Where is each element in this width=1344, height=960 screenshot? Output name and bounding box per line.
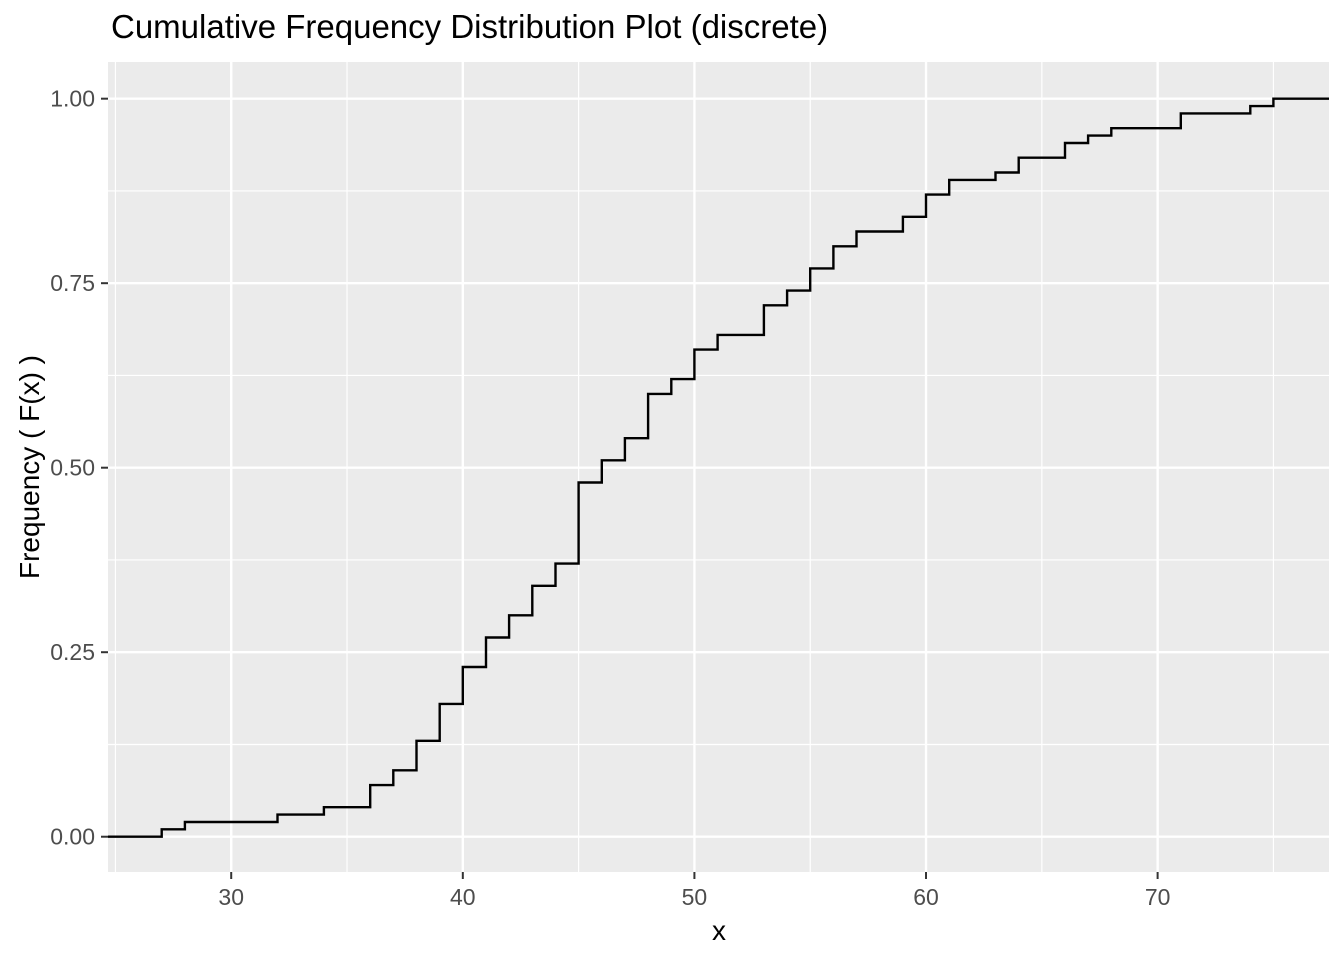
x-tick-label: 70 — [1145, 884, 1171, 910]
x-tick-label: 30 — [218, 884, 244, 910]
x-tick-label: 40 — [450, 884, 476, 910]
x-tick-label: 50 — [682, 884, 708, 910]
ecdf-step-line — [108, 97, 1329, 838]
x-tick-label: 60 — [913, 884, 939, 910]
y-tick-label: 0.75 — [50, 270, 95, 296]
x-axis-title: x — [712, 915, 726, 946]
y-tick-label: 0.50 — [50, 455, 95, 481]
chart-title: Cumulative Frequency Distribution Plot (… — [111, 8, 829, 45]
y-tick-label: 0.25 — [50, 639, 95, 665]
y-tick-label: 1.00 — [50, 86, 95, 112]
y-tick-label: 0.00 — [50, 824, 95, 850]
y-axis-title: Frequency ( F(x) ) — [14, 354, 45, 580]
